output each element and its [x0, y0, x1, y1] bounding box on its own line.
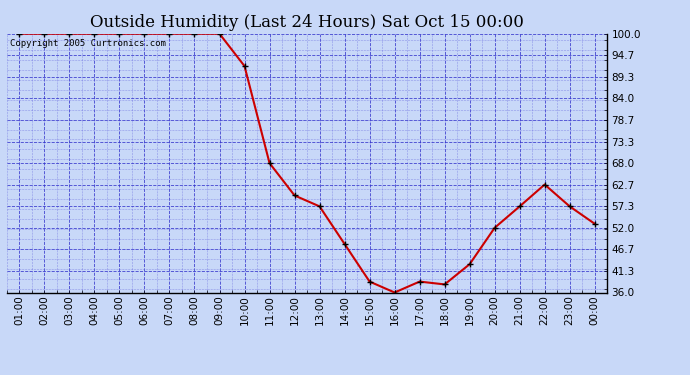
Text: Copyright 2005 Curtronics.com: Copyright 2005 Curtronics.com	[10, 39, 166, 48]
Title: Outside Humidity (Last 24 Hours) Sat Oct 15 00:00: Outside Humidity (Last 24 Hours) Sat Oct…	[90, 14, 524, 31]
